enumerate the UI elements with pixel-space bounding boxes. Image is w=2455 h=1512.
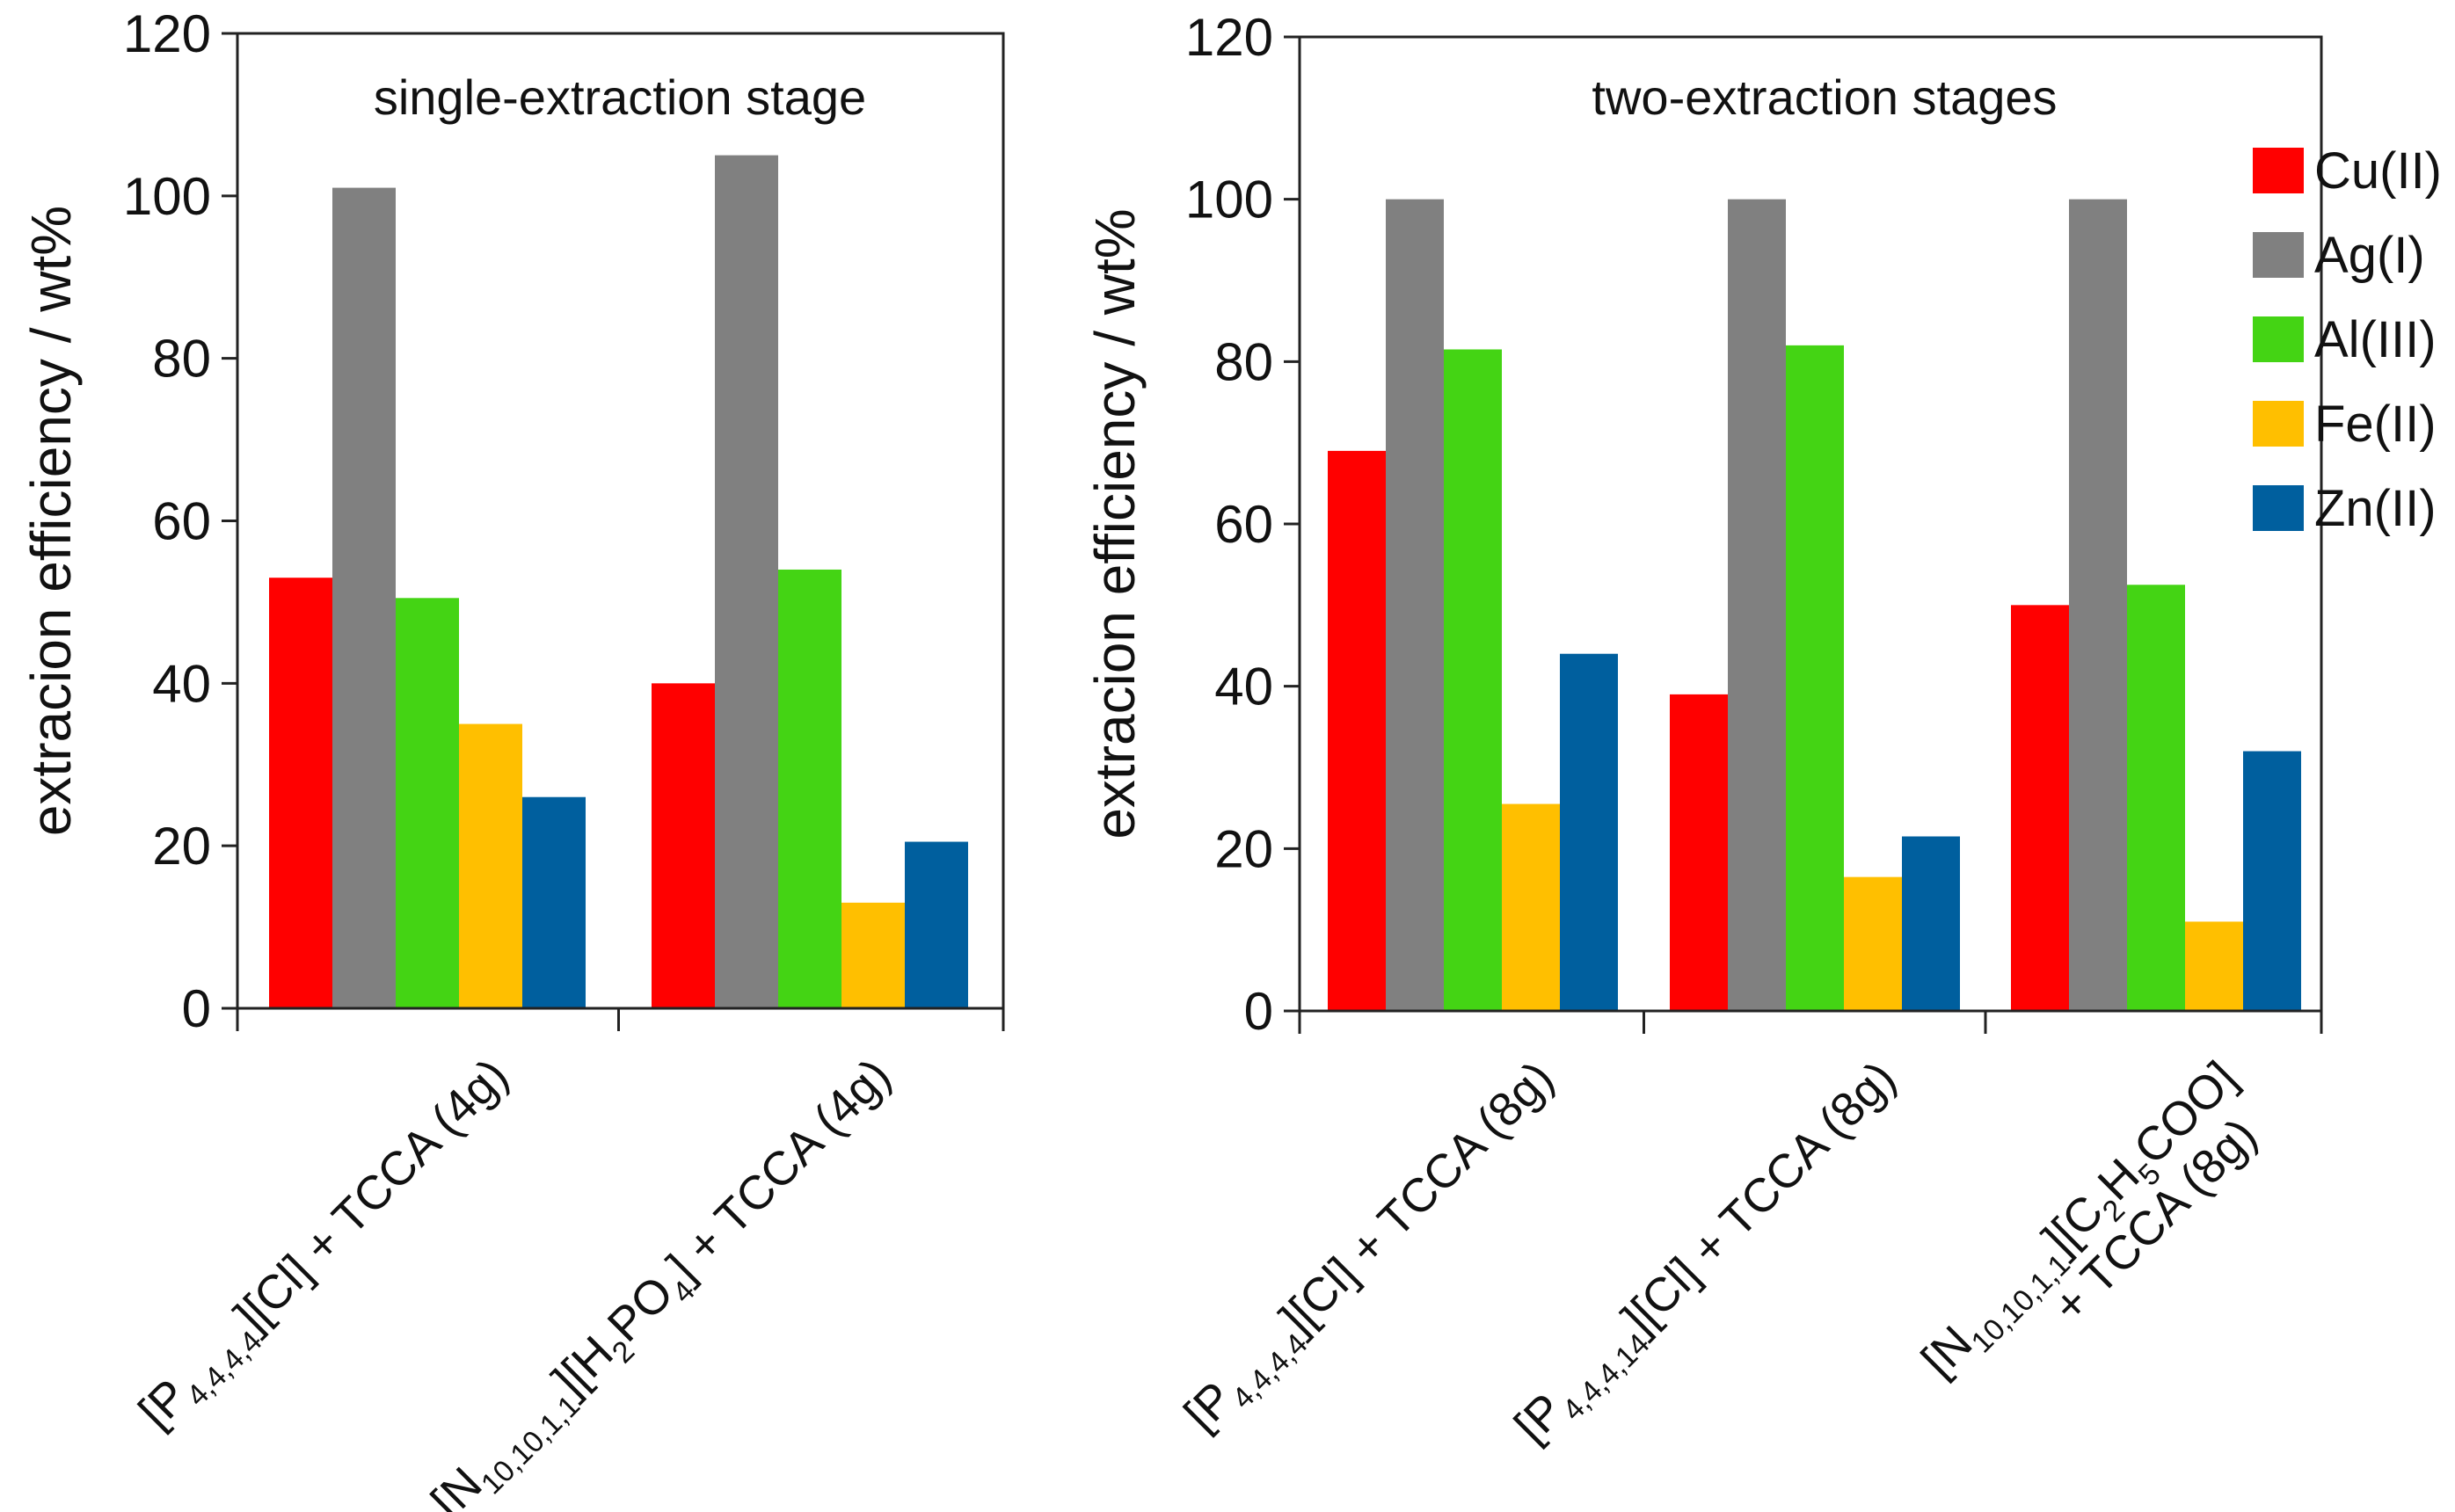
bar-feii-cat2 bbox=[841, 902, 905, 1008]
bar-cuii-cat2 bbox=[652, 683, 715, 1008]
bar-aliii-cat3 bbox=[2127, 585, 2185, 1011]
legend-label: Al(III) bbox=[2314, 311, 2437, 368]
panel-title: two-extraction stages bbox=[1592, 69, 2057, 125]
bar-agi-cat1 bbox=[1386, 199, 1444, 1011]
y-axis-label: extracion efficiency / wt% bbox=[1083, 208, 1147, 839]
bar-cuii-cat1 bbox=[1328, 450, 1386, 1011]
category-label: [N10,10,1,1][H2PO4] + TCCA (4g) bbox=[421, 1049, 907, 1512]
category-label: [N10,10,1,1][C2H5COO] bbox=[1912, 1051, 2254, 1393]
y-tick-label: 0 bbox=[182, 979, 211, 1038]
category-label: [P4,4,4,4][Cl] + TCCA (8g) bbox=[1174, 1051, 1570, 1447]
legend-label: Fe(II) bbox=[2314, 396, 2437, 453]
y-tick-label: 40 bbox=[152, 654, 211, 713]
bar-znii-cat2 bbox=[905, 841, 968, 1008]
y-tick-label: 120 bbox=[123, 4, 211, 63]
y-tick-label: 100 bbox=[1185, 171, 1273, 229]
y-tick-label: 60 bbox=[1214, 495, 1273, 554]
bar-feii-cat3 bbox=[2185, 921, 2243, 1011]
bar-agi-cat2 bbox=[1728, 199, 1786, 1011]
legend-swatch bbox=[2253, 485, 2304, 531]
y-tick-label: 120 bbox=[1185, 8, 1273, 67]
bar-cuii-cat2 bbox=[1670, 694, 1728, 1011]
legend-swatch bbox=[2253, 148, 2304, 193]
legend-swatch bbox=[2253, 232, 2304, 278]
y-tick-label: 20 bbox=[152, 817, 211, 876]
legend-label: Cu(II) bbox=[2314, 142, 2442, 200]
bar-aliii-cat2 bbox=[778, 569, 841, 1008]
bar-aliii-cat1 bbox=[396, 598, 459, 1008]
bar-cuii-cat1 bbox=[269, 578, 332, 1008]
legend-swatch bbox=[2253, 316, 2304, 362]
chart-panel-2: 0 20 40 60 80 100 120 extracion efficiency / wt… bbox=[1083, 8, 2323, 1459]
bar-cuii-cat3 bbox=[2011, 605, 2069, 1011]
bar-feii-cat1 bbox=[1502, 803, 1560, 1011]
bar-aliii-cat2 bbox=[1786, 345, 1844, 1011]
bar-znii-cat3 bbox=[2243, 751, 2301, 1011]
y-tick-label: 100 bbox=[123, 167, 211, 226]
chart-panel-1: 0 20 40 60 80 100 120 extracion efficiency / wt… bbox=[19, 4, 1005, 1512]
bar-aliii-cat1 bbox=[1444, 349, 1502, 1011]
y-axis-label: extracion efficiency / wt% bbox=[19, 206, 83, 836]
panel-title: single-extraction stage bbox=[374, 69, 866, 125]
bar-agi-cat2 bbox=[715, 155, 778, 1008]
legend: Cu(II) Ag(I) Al(III) Fe(II) Zn(II) bbox=[2253, 142, 2442, 537]
y-tick-label: 40 bbox=[1214, 658, 1273, 716]
bar-znii-cat1 bbox=[522, 796, 586, 1008]
y-tick-label: 20 bbox=[1214, 819, 1273, 878]
y-tick-label: 80 bbox=[1214, 332, 1273, 391]
bar-znii-cat1 bbox=[1560, 653, 1618, 1011]
bar-agi-cat3 bbox=[2069, 199, 2127, 1011]
bar-znii-cat2 bbox=[1902, 836, 1960, 1011]
y-tick-label: 0 bbox=[1244, 982, 1273, 1041]
bar-feii-cat2 bbox=[1844, 876, 1902, 1011]
bar-feii-cat1 bbox=[459, 723, 522, 1008]
category-label: [P4,4,4,14][Cl] + TCCA (8g) bbox=[1504, 1051, 1912, 1459]
legend-label: Ag(I) bbox=[2314, 227, 2425, 284]
y-tick-label: 80 bbox=[152, 330, 211, 389]
y-tick-label: 60 bbox=[152, 492, 211, 551]
legend-swatch bbox=[2253, 401, 2304, 447]
bar-agi-cat1 bbox=[332, 187, 396, 1008]
category-label: [P4,4,4,4][Cl] + TCCA (4g) bbox=[128, 1049, 524, 1444]
legend-label: Zn(II) bbox=[2314, 480, 2437, 537]
